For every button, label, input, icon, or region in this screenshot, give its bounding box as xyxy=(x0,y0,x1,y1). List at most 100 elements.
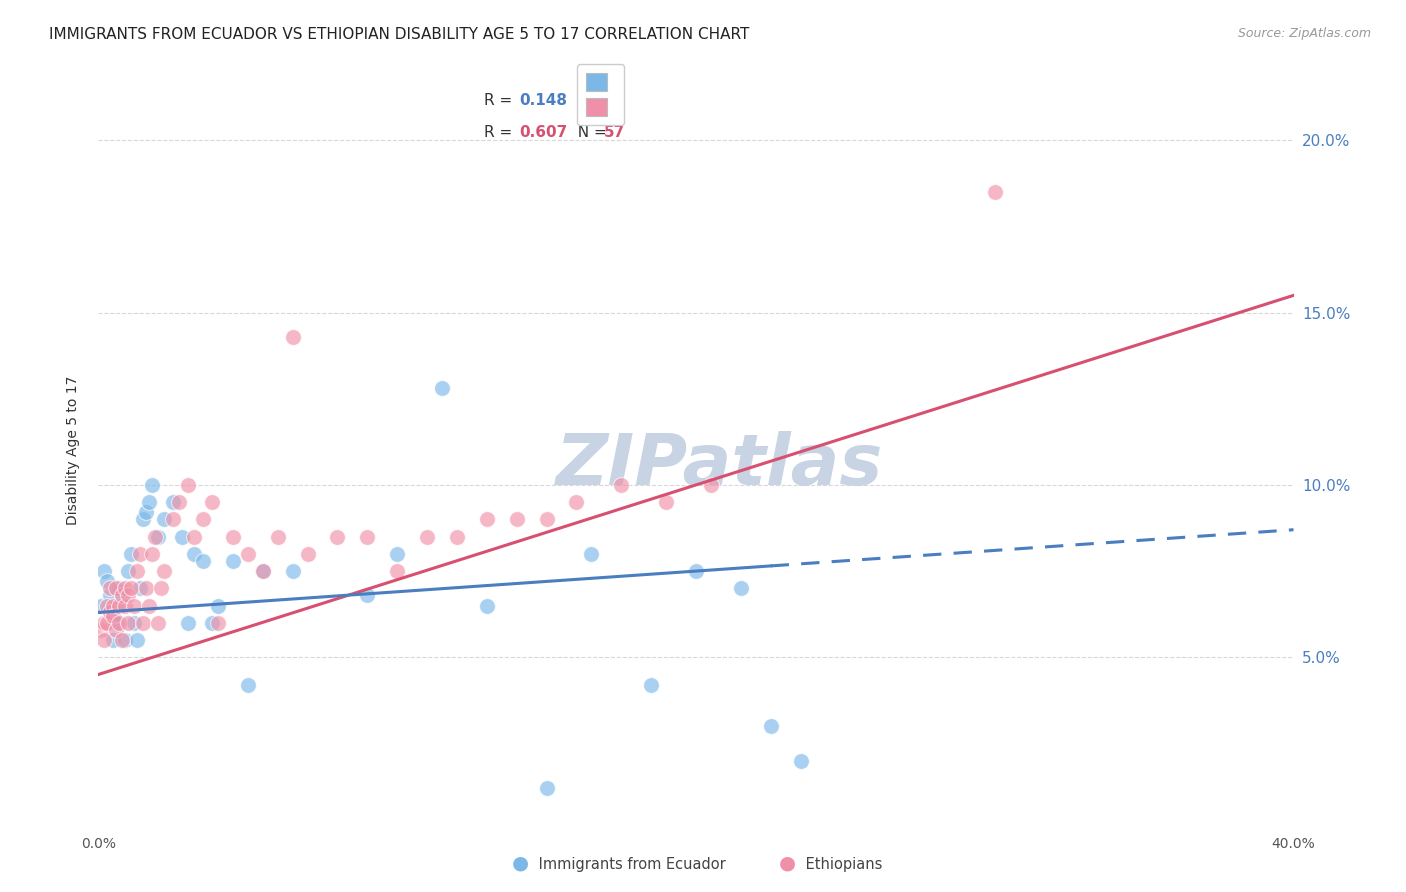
Point xyxy=(129,582,152,596)
Point xyxy=(267,530,290,544)
Point xyxy=(135,582,157,596)
Point xyxy=(640,678,662,692)
Point xyxy=(153,512,176,526)
Point xyxy=(148,530,170,544)
Point xyxy=(162,512,184,526)
Point xyxy=(207,615,229,630)
Point xyxy=(581,547,603,561)
Text: 57: 57 xyxy=(605,125,626,139)
Point xyxy=(98,582,122,596)
Point xyxy=(96,574,118,589)
Point xyxy=(105,582,128,596)
Point xyxy=(105,599,128,613)
Text: 0.607: 0.607 xyxy=(519,125,568,139)
Point xyxy=(114,582,136,596)
Point xyxy=(172,530,194,544)
Point xyxy=(90,623,112,637)
Point xyxy=(127,633,149,648)
Point xyxy=(141,478,163,492)
Point xyxy=(177,478,200,492)
Point xyxy=(96,599,118,613)
Point xyxy=(610,478,633,492)
Point xyxy=(124,615,146,630)
Text: 44: 44 xyxy=(605,93,626,108)
Point xyxy=(117,564,139,578)
Point xyxy=(93,633,115,648)
Text: IMMIGRANTS FROM ECUADOR VS ETHIOPIAN DISABILITY AGE 5 TO 17 CORRELATION CHART: IMMIGRANTS FROM ECUADOR VS ETHIOPIAN DIS… xyxy=(49,27,749,42)
Point xyxy=(475,599,498,613)
Text: R =: R = xyxy=(485,125,517,139)
Point xyxy=(114,633,136,648)
Point xyxy=(685,564,707,578)
Point xyxy=(162,495,184,509)
Point xyxy=(96,615,118,630)
Point xyxy=(252,564,274,578)
Point xyxy=(177,615,200,630)
Point xyxy=(183,547,205,561)
Point xyxy=(103,633,125,648)
Point xyxy=(108,599,131,613)
Point xyxy=(141,547,163,561)
Point xyxy=(207,599,229,613)
Y-axis label: Disability Age 5 to 17: Disability Age 5 to 17 xyxy=(66,376,80,525)
Text: ZIPatlas: ZIPatlas xyxy=(557,431,883,500)
Point xyxy=(103,608,125,623)
Point xyxy=(124,599,146,613)
Point xyxy=(281,330,304,344)
Point xyxy=(385,564,409,578)
Point xyxy=(114,599,136,613)
Point xyxy=(297,547,319,561)
Point xyxy=(111,588,134,602)
Point xyxy=(108,615,131,630)
Point xyxy=(98,588,122,602)
Point xyxy=(416,530,439,544)
Point xyxy=(183,530,205,544)
Point xyxy=(105,615,128,630)
Point xyxy=(132,512,155,526)
Point xyxy=(201,615,224,630)
Point xyxy=(536,781,558,796)
Point xyxy=(127,564,149,578)
Point xyxy=(117,615,139,630)
Point xyxy=(143,530,166,544)
Point xyxy=(759,719,782,733)
Point xyxy=(129,547,152,561)
Text: R =: R = xyxy=(485,93,517,108)
Point xyxy=(138,599,160,613)
Text: N =: N = xyxy=(568,93,612,108)
Point xyxy=(222,554,245,568)
Point xyxy=(120,582,142,596)
Point xyxy=(236,547,259,561)
Text: Immigrants from Ecuador: Immigrants from Ecuador xyxy=(534,857,725,872)
Point xyxy=(103,599,125,613)
Point xyxy=(191,554,214,568)
Point xyxy=(446,530,468,544)
Point xyxy=(93,564,115,578)
Point xyxy=(150,582,173,596)
Point xyxy=(236,678,259,692)
Text: 0.148: 0.148 xyxy=(519,93,567,108)
Point xyxy=(103,608,125,623)
Point xyxy=(90,599,112,613)
Point xyxy=(222,530,245,544)
Point xyxy=(326,530,349,544)
Point xyxy=(356,588,378,602)
Point xyxy=(148,615,170,630)
Point xyxy=(984,185,1007,199)
Point xyxy=(138,495,160,509)
Text: ●: ● xyxy=(512,854,529,872)
Point xyxy=(789,754,811,768)
Point xyxy=(153,564,176,578)
Point xyxy=(385,547,409,561)
Point xyxy=(93,615,115,630)
Text: Ethiopians: Ethiopians xyxy=(801,857,883,872)
Point xyxy=(98,606,122,620)
Text: ●: ● xyxy=(779,854,796,872)
Point xyxy=(120,547,142,561)
Point xyxy=(730,582,752,596)
Point xyxy=(132,615,155,630)
Text: N =: N = xyxy=(568,125,612,139)
Point xyxy=(475,512,498,526)
Point xyxy=(281,564,304,578)
Point xyxy=(655,495,678,509)
